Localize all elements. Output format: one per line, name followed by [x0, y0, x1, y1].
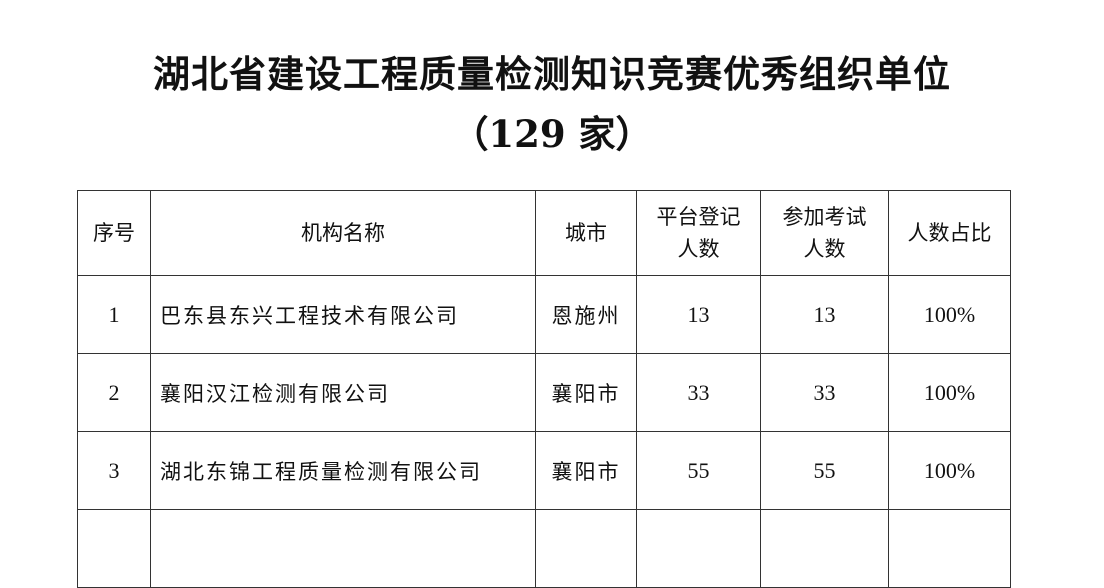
header-org: 机构名称 — [150, 190, 536, 276]
cell-index: 3 — [77, 431, 151, 510]
cell-ratio: 100% — [888, 353, 1011, 432]
cell-empty — [535, 509, 637, 588]
cell-city: 恩施州 — [535, 275, 637, 354]
cell-empty — [150, 509, 536, 588]
cell-index: 1 — [77, 275, 151, 354]
table-row: 2 襄阳汉江检测有限公司 襄阳市 33 33 100% — [77, 353, 1011, 432]
cell-exam: 13 — [760, 275, 889, 354]
cell-registered: 13 — [636, 275, 761, 354]
header-exam-line1: 参加考试 — [782, 205, 867, 229]
table-header-row: 序号 机构名称 城市 平台登记人数 参加考试人数 人数占比 — [77, 190, 1011, 276]
cell-org: 湖北东锦工程质量检测有限公司 — [150, 431, 536, 510]
document-title: 湖北省建设工程质量检测知识竞赛优秀组织单位 — [153, 52, 951, 96]
cell-city: 襄阳市 — [535, 431, 637, 510]
cell-city: 襄阳市 — [535, 353, 637, 432]
cell-empty — [888, 509, 1011, 588]
header-ratio: 人数占比 — [888, 190, 1011, 276]
header-registered-line2: 人数 — [677, 237, 720, 261]
cell-empty — [77, 509, 151, 588]
header-exam: 参加考试 人数 — [760, 190, 889, 276]
cell-empty — [760, 509, 889, 588]
table-row-partial — [77, 509, 1011, 588]
cell-empty — [636, 509, 761, 588]
cell-exam: 55 — [760, 431, 889, 510]
cell-registered: 55 — [636, 431, 761, 510]
header-city: 城市 — [535, 190, 637, 276]
cell-org: 巴东县东兴工程技术有限公司 — [150, 275, 536, 354]
table-row: 1 巴东县东兴工程技术有限公司 恩施州 13 13 100% — [77, 275, 1011, 354]
header-registered: 平台登记 人数 — [636, 190, 761, 276]
cell-index: 2 — [77, 353, 151, 432]
document-subtitle: （129 家） — [451, 112, 653, 156]
table-row: 3 湖北东锦工程质量检测有限公司 襄阳市 55 55 100% — [77, 431, 1011, 510]
header-index: 序号 — [77, 190, 151, 276]
header-registered-line1: 平台登记 — [656, 205, 741, 229]
cell-org: 襄阳汉江检测有限公司 — [150, 353, 536, 432]
cell-ratio: 100% — [888, 275, 1011, 354]
header-exam-line2: 人数 — [803, 237, 846, 261]
organizations-table: 序号 机构名称 城市 平台登记人数 参加考试人数 人数占比 1 巴东县东兴工程技… — [77, 190, 1011, 588]
cell-registered: 33 — [636, 353, 761, 432]
cell-ratio: 100% — [888, 431, 1011, 510]
cell-exam: 33 — [760, 353, 889, 432]
